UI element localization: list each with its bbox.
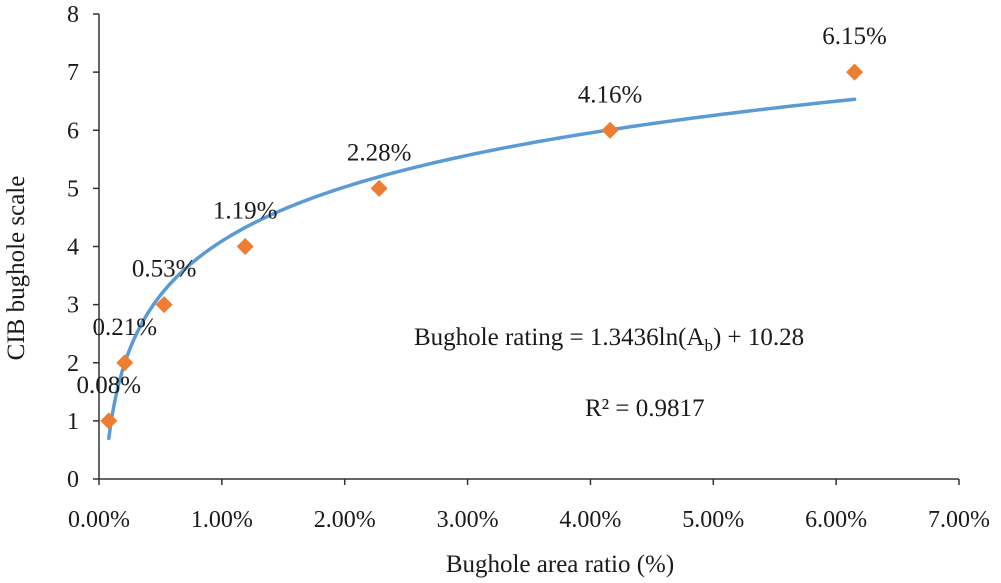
y-tick-label: 4: [67, 235, 79, 261]
data-label: 0.08%: [77, 372, 142, 399]
data-label: 1.19%: [213, 198, 278, 225]
x-tick-label: 4.00%: [559, 507, 621, 533]
data-label: 2.28%: [347, 139, 412, 166]
data-label: 4.16%: [578, 81, 643, 108]
y-tick-label: 0: [67, 467, 79, 493]
y-tick-label: 6: [67, 118, 79, 144]
data-labels: 0.08% 0.21% 0.53% 1.19% 2.28% 4.16% 6.15%: [77, 23, 887, 399]
data-label: 0.53%: [132, 256, 197, 283]
x-tick-label: 7.00%: [928, 507, 990, 533]
x-tick-label: 2.00%: [314, 507, 376, 533]
trendline-equation: Bughole rating = 1.3436ln(Ab) + 10.28: [414, 324, 804, 355]
y-tick-labels: 0 1 2 3 4 5 6 7 8: [67, 2, 79, 493]
y-tick-label: 1: [67, 409, 79, 435]
y-tick-label: 8: [67, 2, 79, 28]
data-label: 0.21%: [93, 314, 158, 341]
x-tick-label: 5.00%: [682, 507, 744, 533]
equation-prefix: Bughole rating = 1.3436ln(A: [414, 324, 704, 351]
x-tick-label: 3.00%: [437, 507, 499, 533]
data-point-diamond: [100, 412, 118, 430]
axes: [93, 13, 960, 485]
y-axis-label: CIB bughole scale: [3, 176, 30, 361]
y-tick-label: 7: [67, 60, 79, 86]
data-point-diamond: [846, 63, 864, 81]
data-point-diamond: [601, 121, 619, 139]
data-point-diamond: [370, 179, 388, 197]
data-point-diamond: [236, 238, 254, 255]
x-tick-labels: 0.00% 1.00% 2.00% 3.00% 4.00% 5.00% 6.00% 7.00%: [68, 507, 990, 533]
data-point-diamond: [155, 296, 173, 314]
trendline-group: [107, 97, 857, 441]
r-squared-label: R² = 0.9817: [585, 395, 705, 422]
x-tick-label: 6.00%: [805, 507, 867, 533]
y-tick-label: 5: [67, 176, 79, 202]
x-tick-label: 0.00%: [68, 507, 130, 533]
data-points: [100, 63, 864, 430]
x-axis-label: Bughole area ratio (%): [446, 551, 674, 578]
data-point-diamond: [116, 354, 134, 372]
trendline: [107, 97, 857, 441]
y-tick-label: 2: [67, 351, 79, 377]
x-tick-label: 1.00%: [191, 507, 253, 533]
equation-suffix: ) + 10.28: [713, 324, 804, 351]
equation-subscript: b: [704, 336, 713, 355]
data-label: 6.15%: [822, 23, 887, 50]
y-tick-label: 3: [67, 293, 79, 319]
